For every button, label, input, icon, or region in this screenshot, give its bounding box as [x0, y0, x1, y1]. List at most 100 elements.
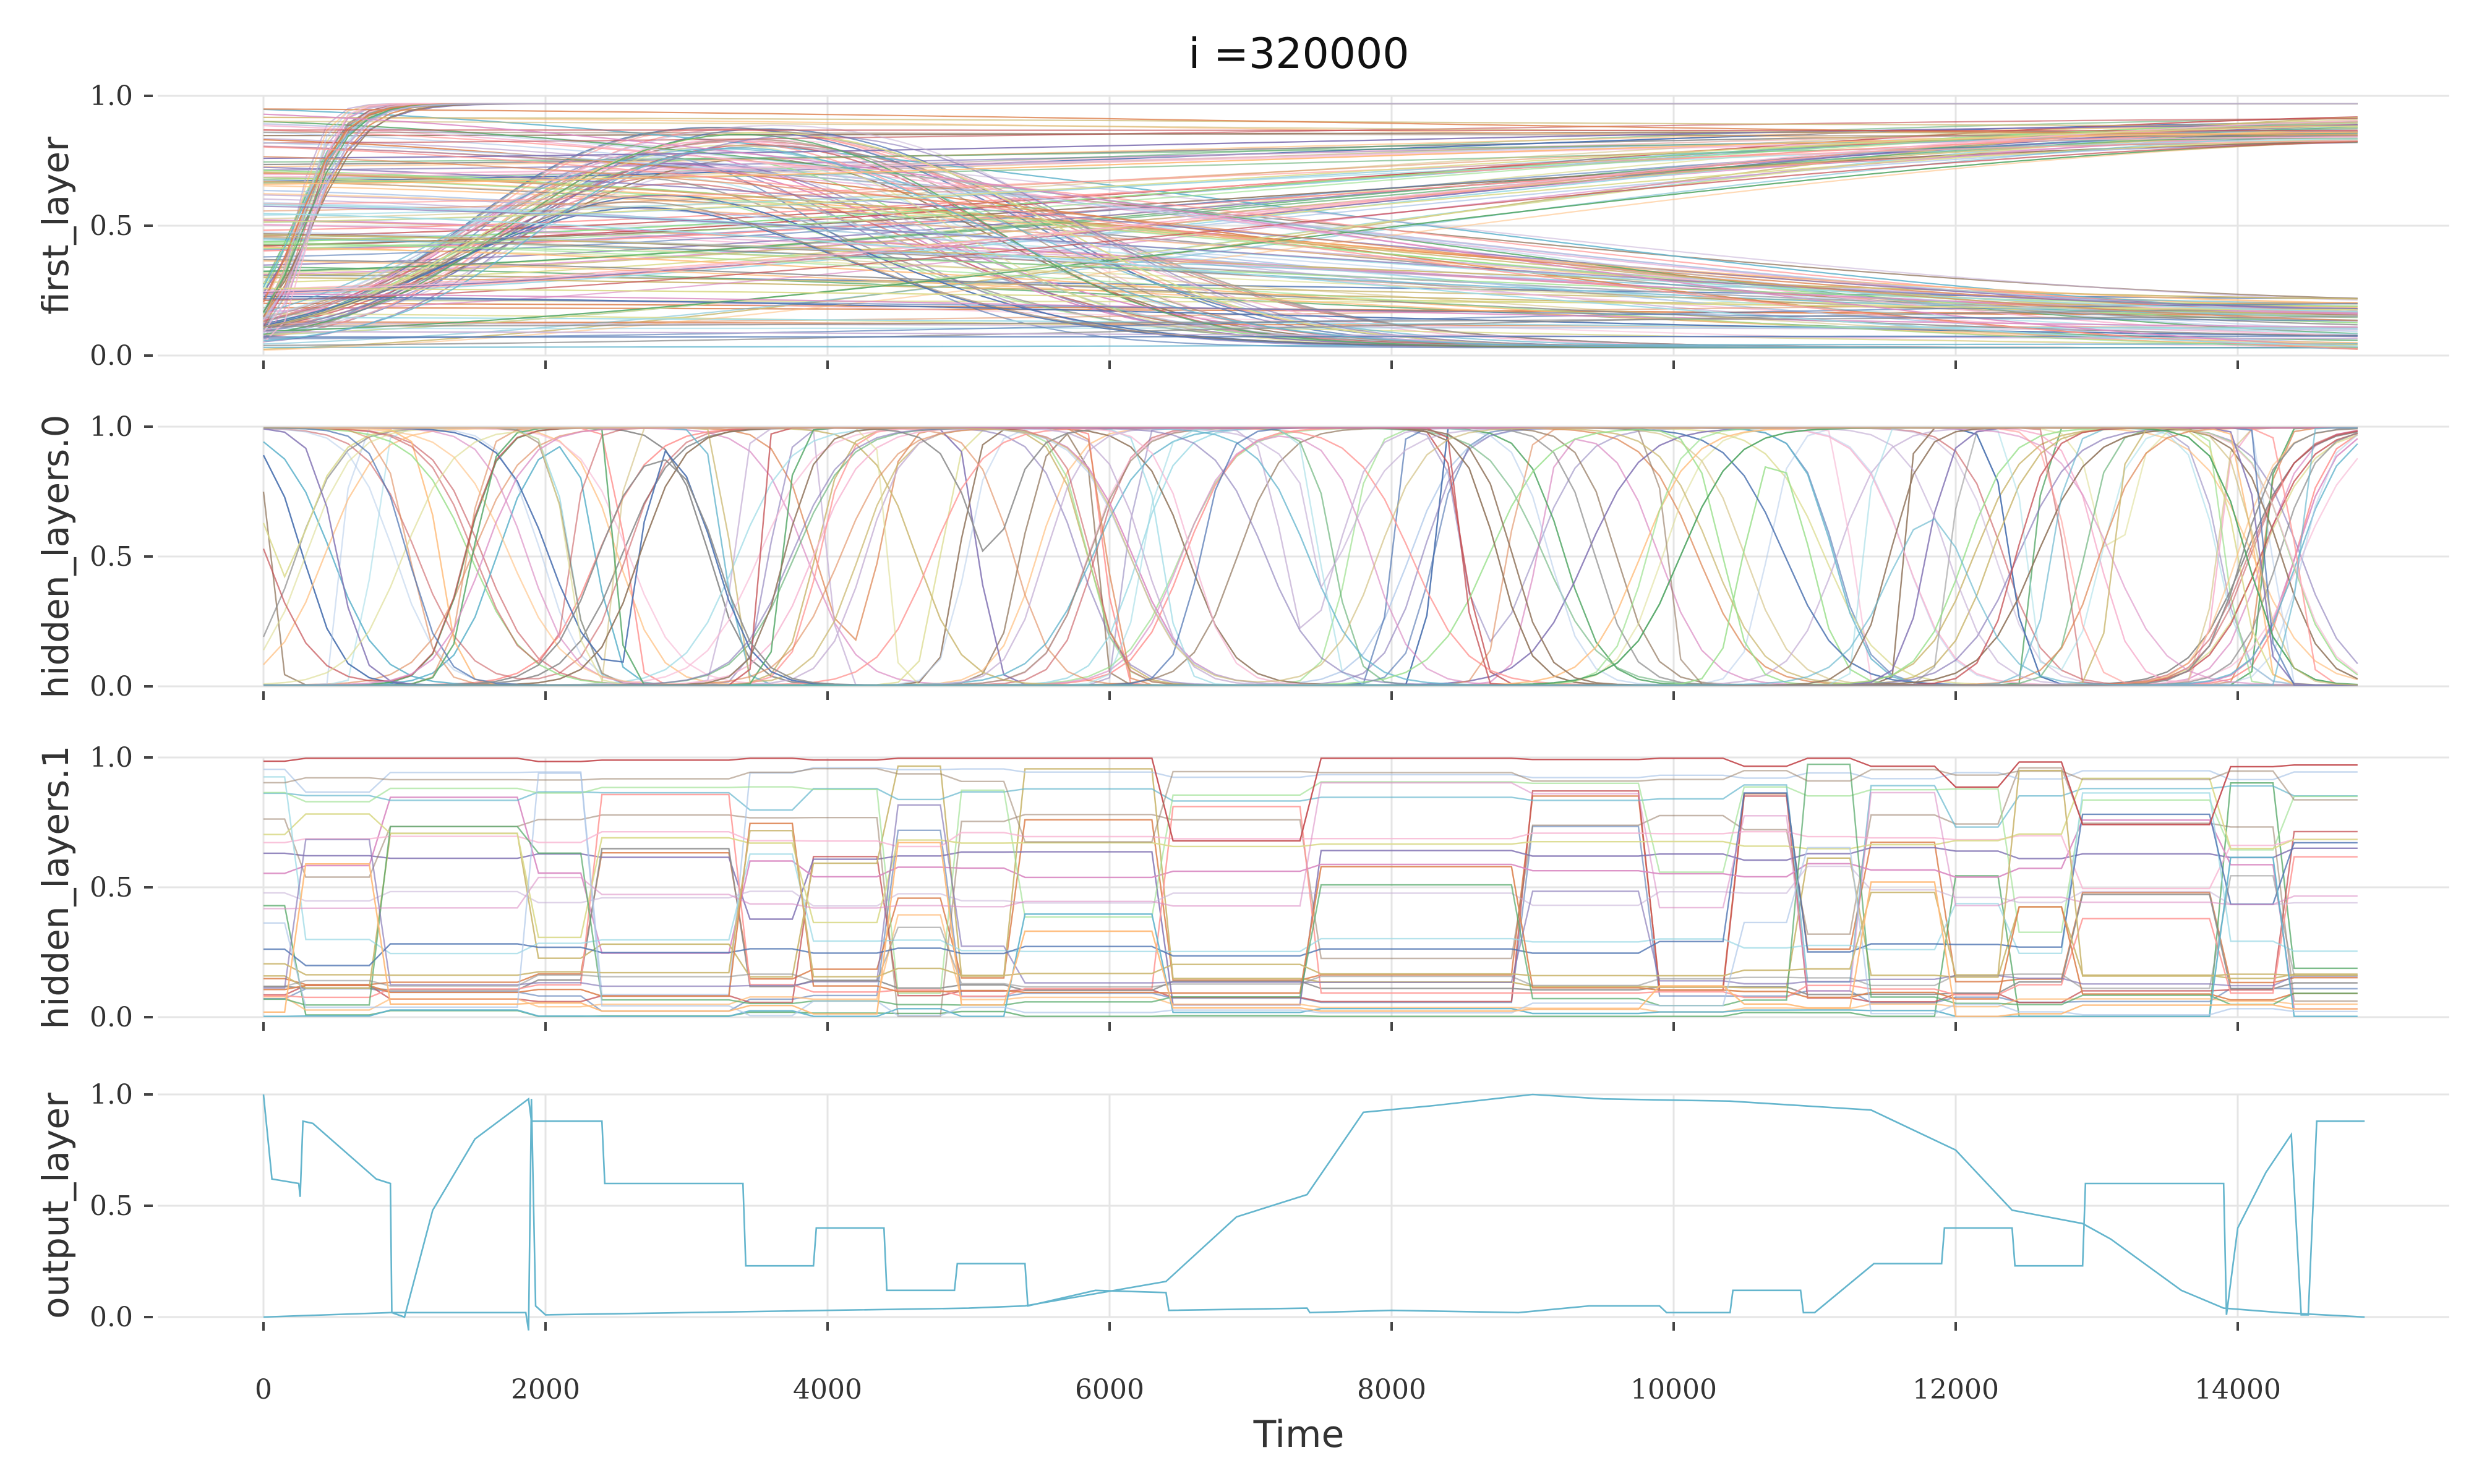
series-line-2-26: [263, 769, 2358, 978]
panel-hidden-layers-1: 0.0 0.5 1.0 hidden_layers.1: [35, 742, 2449, 1033]
series-line-0-190: [263, 231, 2358, 317]
series-line-0-176: [263, 331, 2358, 339]
series-line-0-80: [263, 132, 2358, 277]
series-line-0-184: [263, 205, 2358, 310]
x-tick-label-5: 10000: [1630, 1374, 1717, 1405]
series-line-0-180: [263, 335, 2358, 338]
series-line-2-7: [263, 848, 2358, 996]
panel-first-layer: 0.0 0.5 1.0 first_layer: [35, 80, 2449, 372]
series-line-0-70: [263, 247, 2358, 317]
series-line-2-18: [263, 792, 2358, 966]
series-line-0-133: [263, 258, 2358, 337]
series-line-0-170: [263, 121, 2358, 136]
series-line-2-10: [263, 767, 2358, 996]
output-series-0: [262, 1094, 2365, 1318]
panel-first-layer-y-ticks: 0.0 0.5 1.0: [90, 80, 153, 372]
series-line-0-168: [263, 293, 2358, 328]
series-line-0-90: [263, 130, 2358, 258]
series-line-0-197: [263, 213, 2358, 347]
series-line-2-23: [263, 768, 2358, 843]
panel-output-layer-x-tick-labels: 0 2000 4000 6000 8000 10000 12000 14000: [255, 1374, 2281, 1405]
x-tick-label-1: 2000: [511, 1374, 580, 1405]
series-line-0-156: [263, 243, 2358, 307]
y-tick-label-2-1: 0.5: [90, 872, 133, 903]
series-line-0-81: [263, 238, 2358, 318]
panel-hidden-layers-0-x-ticks: [262, 691, 2239, 700]
x-tick-label-4: 8000: [1357, 1374, 1426, 1405]
y-tick-label-1-1: 0.5: [90, 541, 133, 573]
series-line-0-169: [263, 308, 2358, 346]
y-tick-label-2-2: 1.0: [90, 742, 133, 774]
panel-output-layer-y-ticks: 0.0 0.5 1.0: [90, 1079, 153, 1333]
series-line-2-5: [263, 767, 2358, 1017]
series-line-0-146: [263, 140, 2358, 333]
series-line-0-102: [263, 121, 2358, 243]
x-tick-label-7: 14000: [2194, 1374, 2281, 1405]
series-line-0-95: [263, 237, 2358, 321]
y-tick-label-2-0: 0.0: [90, 1002, 133, 1033]
series-line-0-136: [263, 142, 2358, 313]
panel-hidden-layers-1-y-ticks: 0.0 0.5 1.0: [90, 742, 153, 1033]
chart-title: i =320000: [1188, 30, 1409, 79]
series-line-0-117: [263, 343, 2358, 348]
series-line-0-155: [263, 140, 2358, 351]
series-line-0-186: [263, 113, 2358, 348]
panel-output-layer-series: [262, 1093, 2365, 1331]
x-tick-label-3: 6000: [1075, 1374, 1144, 1405]
series-line-0-193: [263, 146, 2358, 349]
y-tick-label-3-0: 0.0: [90, 1302, 133, 1333]
series-line-2-1: [263, 793, 2358, 988]
panel-first-layer-x-ticks: [262, 360, 2239, 369]
series-line-0-195: [263, 120, 2358, 292]
series-line-0-188: [263, 236, 2358, 346]
panel-hidden-layers-1-x-ticks: [262, 1022, 2239, 1031]
series-line-0-163: [263, 108, 2358, 136]
series-line-2-22: [263, 804, 2358, 989]
series-line-2-28: [263, 772, 2358, 1017]
series-line-0-198: [263, 298, 2358, 322]
output-series-1: [263, 1093, 2365, 1331]
series-line-0-194: [263, 103, 2358, 321]
panel-first-layer-ylabel: first_layer: [35, 137, 77, 315]
panel-hidden-layers-1-ylabel: hidden_layers.1: [35, 745, 77, 1029]
series-line-2-14: [263, 865, 2358, 907]
y-tick-label-3-1: 0.5: [90, 1190, 133, 1222]
y-tick-label-1-2: 1.0: [90, 411, 133, 443]
series-line-0-148: [263, 124, 2358, 160]
x-tick-label-2: 4000: [793, 1374, 862, 1405]
series-line-0-99: [263, 133, 2358, 345]
series-line-0-196: [263, 125, 2358, 223]
y-tick-label-0-1: 0.5: [90, 210, 133, 242]
series-line-1-99: [263, 427, 2358, 686]
panel-output-layer: 0.0 0.5 1.0 0 2000 4000 6000 8000 10000 12000 140…: [35, 1079, 2449, 1405]
series-line-2-24: [263, 782, 2358, 992]
panel-hidden-layers-0-grid: [158, 425, 2449, 688]
y-tick-label-0-0: 0.0: [90, 340, 133, 372]
panel-hidden-layers-0-y-ticks: 0.0 0.5 1.0: [90, 411, 153, 702]
series-line-2-29: [263, 842, 2358, 1017]
series-line-0-83: [263, 260, 2358, 344]
series-line-0-175: [263, 140, 2358, 205]
series-line-0-191: [263, 131, 2358, 185]
x-tick-label-0: 0: [255, 1374, 272, 1405]
series-line-0-124: [263, 127, 2358, 336]
series-line-2-27: [263, 856, 2358, 1017]
panel-hidden-layers-0-series: [262, 427, 2358, 686]
x-axis-label: Time: [1253, 1413, 1345, 1456]
y-tick-label-0-2: 1.0: [90, 80, 133, 112]
panel-hidden-layers-0-ylabel: hidden_layers.0: [35, 414, 77, 698]
series-line-2-17: [263, 776, 2358, 955]
series-line-0-199: [263, 156, 2358, 322]
series-line-2-13: [263, 793, 2358, 999]
series-line-2-20: [263, 763, 2358, 1007]
series-line-0-165: [263, 141, 2358, 301]
series-line-0-86: [263, 123, 2358, 301]
panel-hidden-layers-0: 0.0 0.5 1.0 hidden_layers.0: [35, 411, 2449, 702]
panel-output-layer-ylabel: output_layer: [35, 1093, 77, 1319]
series-line-2-11: [263, 914, 2358, 1013]
series-line-0-179: [263, 204, 2358, 313]
series-line-0-106: [263, 313, 2358, 346]
series-line-0-192: [263, 242, 2358, 348]
series-line-1-98: [263, 427, 2358, 686]
